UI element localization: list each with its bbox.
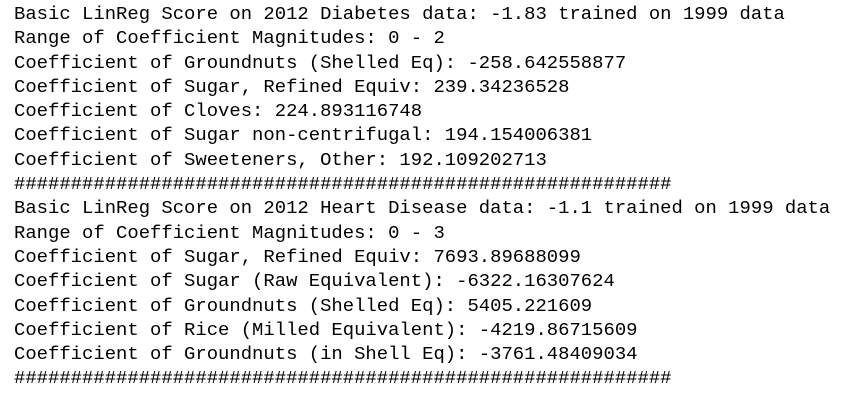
console-line: Coefficient of Sugar, Refined Equiv: 239…: [14, 75, 570, 98]
console-line: Range of Coefficient Magnitudes: 0 - 2: [14, 27, 445, 50]
console-line: Basic LinReg Score on 2012 Diabetes data…: [14, 3, 785, 25]
console-line: Coefficient of Rice (Milled Equivalent):…: [14, 318, 638, 341]
console-line: Basic LinReg Score on 2012 Heart Disease…: [14, 197, 831, 220]
console-line: Coefficient of Sweeteners, Other: 192.10…: [14, 148, 547, 171]
console-line: Coefficient of Cloves: 224.893116748: [14, 100, 423, 123]
console-line: Coefficient of Groundnuts (Shelled Eq): …: [14, 294, 593, 317]
console-line: ########################################…: [14, 367, 672, 390]
console-line: Coefficient of Groundnuts (in Shell Eq):…: [14, 343, 638, 366]
console-line: Range of Coefficient Magnitudes: 0 - 3: [14, 221, 445, 244]
console-line: Coefficient of Groundnuts (Shelled Eq): …: [14, 51, 627, 74]
console-output: Basic LinReg Score on 2012 Diabetes data…: [14, 2, 830, 391]
console-line: ########################################…: [14, 173, 672, 196]
console-line: Coefficient of Sugar (Raw Equivalent): -…: [14, 270, 615, 293]
console-line: Coefficient of Sugar, Refined Equiv: 769…: [14, 245, 581, 268]
console-line: Coefficient of Sugar non-centrifugal: 19…: [14, 124, 593, 147]
